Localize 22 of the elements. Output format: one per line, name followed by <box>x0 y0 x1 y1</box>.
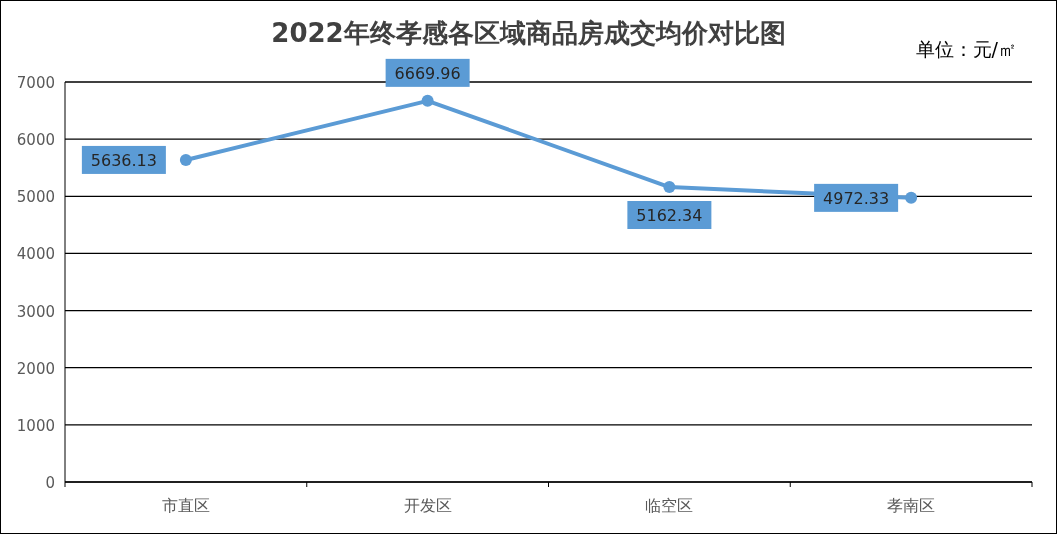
y-tick-label: 5000 <box>16 188 55 207</box>
point <box>179 153 192 166</box>
point <box>421 94 434 107</box>
x-tick-label: 市直区 <box>161 496 210 515</box>
x-tick-label: 孝南区 <box>887 496 936 515</box>
data-label: 6669.96 <box>394 63 461 83</box>
y-tick-label: 0 <box>45 474 55 492</box>
point <box>663 181 676 194</box>
data-label: 4972.33 <box>823 188 890 208</box>
text: 单位：元/㎡ <box>915 38 1017 60</box>
y-tick-label: 4000 <box>16 245 55 264</box>
x-tick-label: 临空区 <box>645 496 694 515</box>
y-tick-label: 1000 <box>16 416 55 435</box>
x-tick-label: 开发区 <box>403 496 452 515</box>
data-label: 5162.34 <box>636 206 703 226</box>
y-tick-label: 6000 <box>16 131 55 150</box>
y-tick-label: 2000 <box>16 359 55 378</box>
data-label: 5636.13 <box>90 150 157 170</box>
point <box>905 191 918 204</box>
y-tick-label: 7000 <box>16 74 55 92</box>
y-tick-label: 3000 <box>16 302 55 321</box>
chart-title: 2022年终孝感各区域商品房成交均价对比图 <box>271 18 786 48</box>
